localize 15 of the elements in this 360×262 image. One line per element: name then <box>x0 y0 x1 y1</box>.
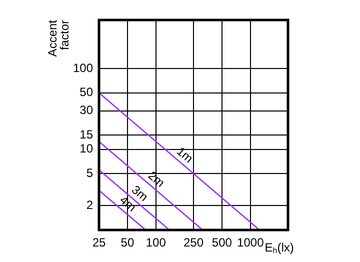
x-tick-label: 1000 <box>237 236 264 250</box>
text: 1m <box>174 144 196 166</box>
y-tick-label: 10 <box>80 142 94 156</box>
x-tick-label: 100 <box>146 236 166 250</box>
x-tick-label: 25 <box>92 236 106 250</box>
x-tick-label: 50 <box>120 236 134 250</box>
y-axis-title: Accent factor <box>45 19 72 57</box>
y-tick-label: 50 <box>80 85 94 100</box>
y-tick-label: 30 <box>80 103 94 118</box>
x-tick-label: 500 <box>212 236 232 250</box>
y-tick-label: 2 <box>86 198 94 212</box>
y-tick-label: 15 <box>80 127 94 142</box>
x-tick-label: 250 <box>183 236 204 250</box>
y-tick-label: 100 <box>72 60 94 75</box>
y-tick-label: 5 <box>86 166 94 180</box>
